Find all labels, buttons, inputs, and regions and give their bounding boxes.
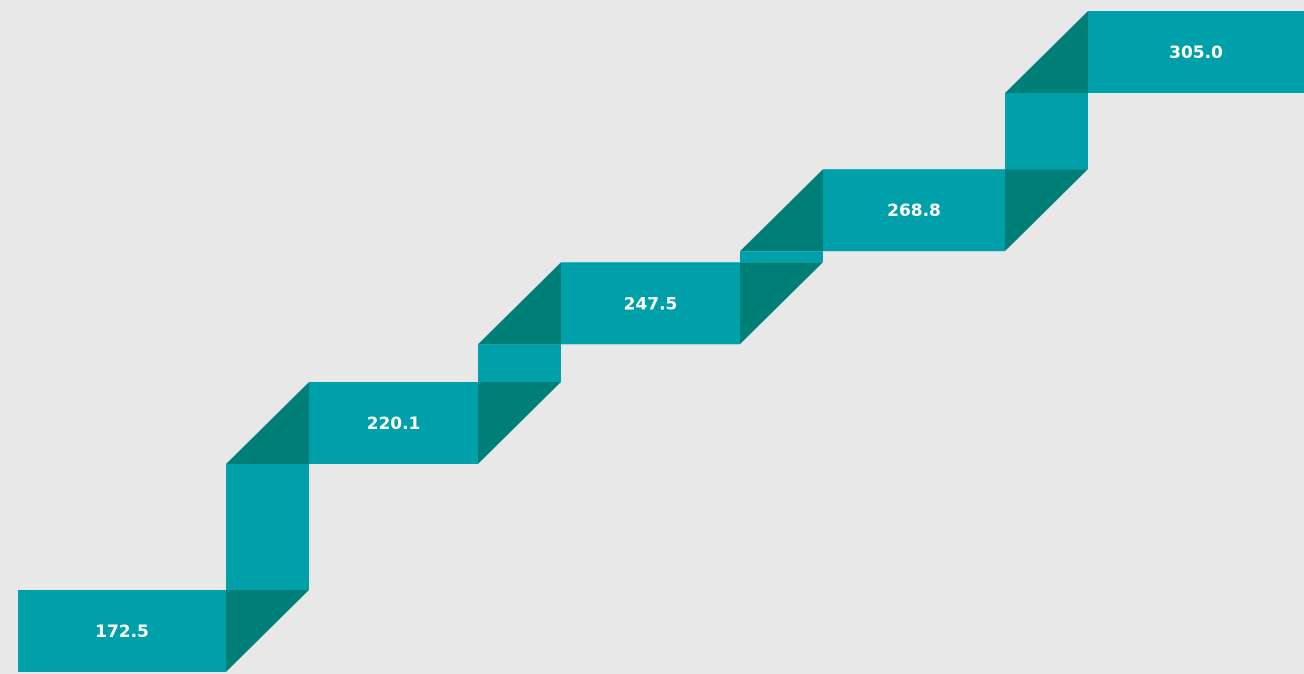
fold xyxy=(478,262,561,345)
ribbon-strip xyxy=(1005,93,1088,170)
step-box xyxy=(1088,11,1304,93)
step-box xyxy=(823,169,1005,252)
value-label: 305.0 xyxy=(1169,43,1223,63)
ribbon-strip xyxy=(226,463,309,590)
value-label: 172.5 xyxy=(95,622,149,642)
fold xyxy=(740,262,823,345)
fold xyxy=(226,590,309,672)
fold xyxy=(478,381,561,464)
fold xyxy=(740,169,823,252)
fold xyxy=(1005,169,1088,252)
value-label: 247.5 xyxy=(624,294,678,314)
step-box xyxy=(309,381,478,464)
value-label: 268.8 xyxy=(887,201,941,221)
step-box xyxy=(561,262,740,345)
fold xyxy=(1005,11,1088,93)
ribbon-strip xyxy=(478,344,561,382)
fold xyxy=(226,381,309,464)
ribbon-strip xyxy=(740,251,823,263)
value-label: 220.1 xyxy=(367,414,421,434)
step-box xyxy=(18,590,226,672)
